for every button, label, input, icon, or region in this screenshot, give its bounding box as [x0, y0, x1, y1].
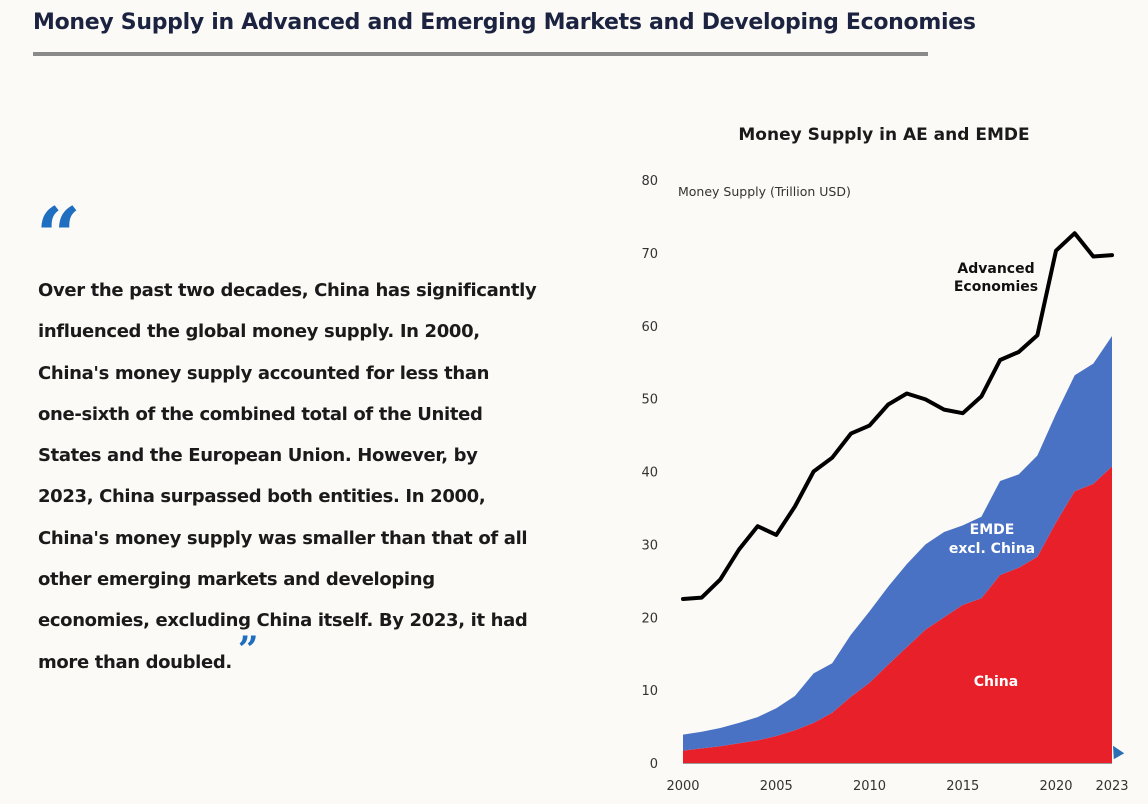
x-tick-label: 2010	[853, 779, 886, 794]
y-tick-label: 70	[641, 247, 658, 262]
y-tick-label: 20	[641, 611, 658, 626]
chart-title: Money Supply in AE and EMDE	[738, 125, 1029, 145]
close-quote-icon: ”	[237, 628, 259, 671]
y-tick-label: 40	[641, 466, 658, 481]
x-tick-label: 2023	[1095, 779, 1128, 794]
x-tick-label: 2005	[760, 779, 793, 794]
line-advanced-economies	[681, 231, 1114, 601]
quote-text: Over the past two decades, China has sig…	[38, 280, 537, 673]
series-label-advanced-economies-line1: Advanced	[957, 261, 1034, 277]
series-label-advanced-economies-line2: Economies	[954, 279, 1038, 295]
y-tick-label: 60	[641, 320, 658, 335]
area-emde-excl-china	[683, 336, 1112, 751]
open-quote-icon: “	[36, 191, 81, 282]
page-title: Money Supply in Advanced and Emerging Ma…	[33, 10, 976, 35]
money-supply-chart: Money Supply in AE and EMDE Money Supply…	[600, 110, 1148, 800]
y-tick-label: 0	[650, 757, 658, 772]
x-tick-label: 2000	[666, 779, 699, 794]
x-tick-label: 2020	[1039, 779, 1072, 794]
y-tick-label: 80	[641, 174, 658, 189]
y-tick-label: 50	[641, 393, 658, 408]
y-axis-label: Money Supply (Trillion USD)	[678, 184, 851, 199]
x-tick-label: 2015	[946, 779, 979, 794]
y-tick-label: 10	[641, 684, 658, 699]
series-label-emde-line2: excl. China	[949, 541, 1035, 557]
series-label-china: China	[974, 674, 1018, 690]
quote-text-block: Over the past two decades, China has sig…	[38, 270, 538, 683]
y-tick-label: 30	[641, 538, 658, 553]
title-divider	[33, 52, 928, 56]
series-label-emde-line1: EMDE	[970, 522, 1015, 538]
area-china	[683, 466, 1112, 763]
chart-svg: Money Supply in AE and EMDE Money Supply…	[641, 125, 1128, 794]
